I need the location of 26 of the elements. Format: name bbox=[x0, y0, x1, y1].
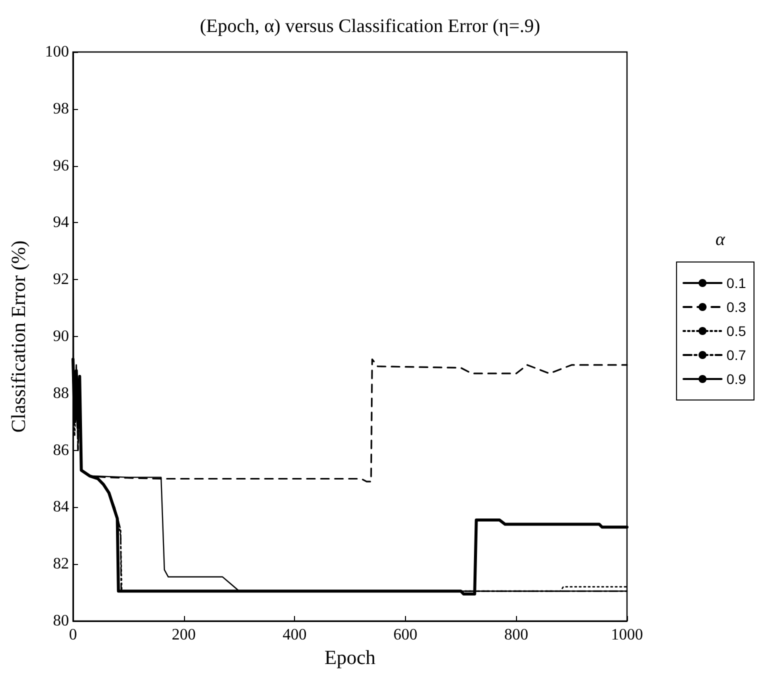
legend-label: 0.1 bbox=[726, 275, 746, 291]
y-tick-label: 86 bbox=[53, 442, 69, 459]
x-tick-label: 0 bbox=[69, 626, 77, 644]
y-tick-label: 90 bbox=[53, 328, 69, 345]
y-tick-label: 94 bbox=[53, 214, 69, 232]
y-axis-title: Classification Error (%) bbox=[8, 240, 30, 433]
x-tick-label: 200 bbox=[172, 626, 196, 644]
chart-title: (Epoch, α) versus Classification Error (η=.9) bbox=[200, 16, 540, 37]
x-tick-label: 800 bbox=[504, 626, 528, 644]
legend-label: 0.9 bbox=[726, 371, 746, 387]
legend-label: 0.3 bbox=[726, 299, 746, 315]
x-axis-title: Epoch bbox=[324, 646, 376, 669]
x-tick-label: 400 bbox=[282, 626, 307, 644]
y-tick-label: 98 bbox=[53, 100, 69, 118]
x-tick-label: 1000 bbox=[611, 626, 643, 644]
legend-label: 0.7 bbox=[726, 347, 746, 363]
y-tick-label: 88 bbox=[53, 384, 69, 402]
legend-title: α bbox=[716, 229, 726, 249]
y-tick-label: 80 bbox=[53, 612, 69, 630]
y-tick-label: 82 bbox=[53, 556, 69, 573]
y-tick-label: 96 bbox=[53, 157, 69, 174]
legend-label: 0.5 bbox=[726, 323, 746, 339]
y-tick-label: 92 bbox=[53, 271, 69, 288]
y-tick-label: 84 bbox=[53, 498, 69, 516]
x-tick-label: 600 bbox=[393, 626, 418, 644]
y-tick-label: 100 bbox=[45, 44, 69, 60]
